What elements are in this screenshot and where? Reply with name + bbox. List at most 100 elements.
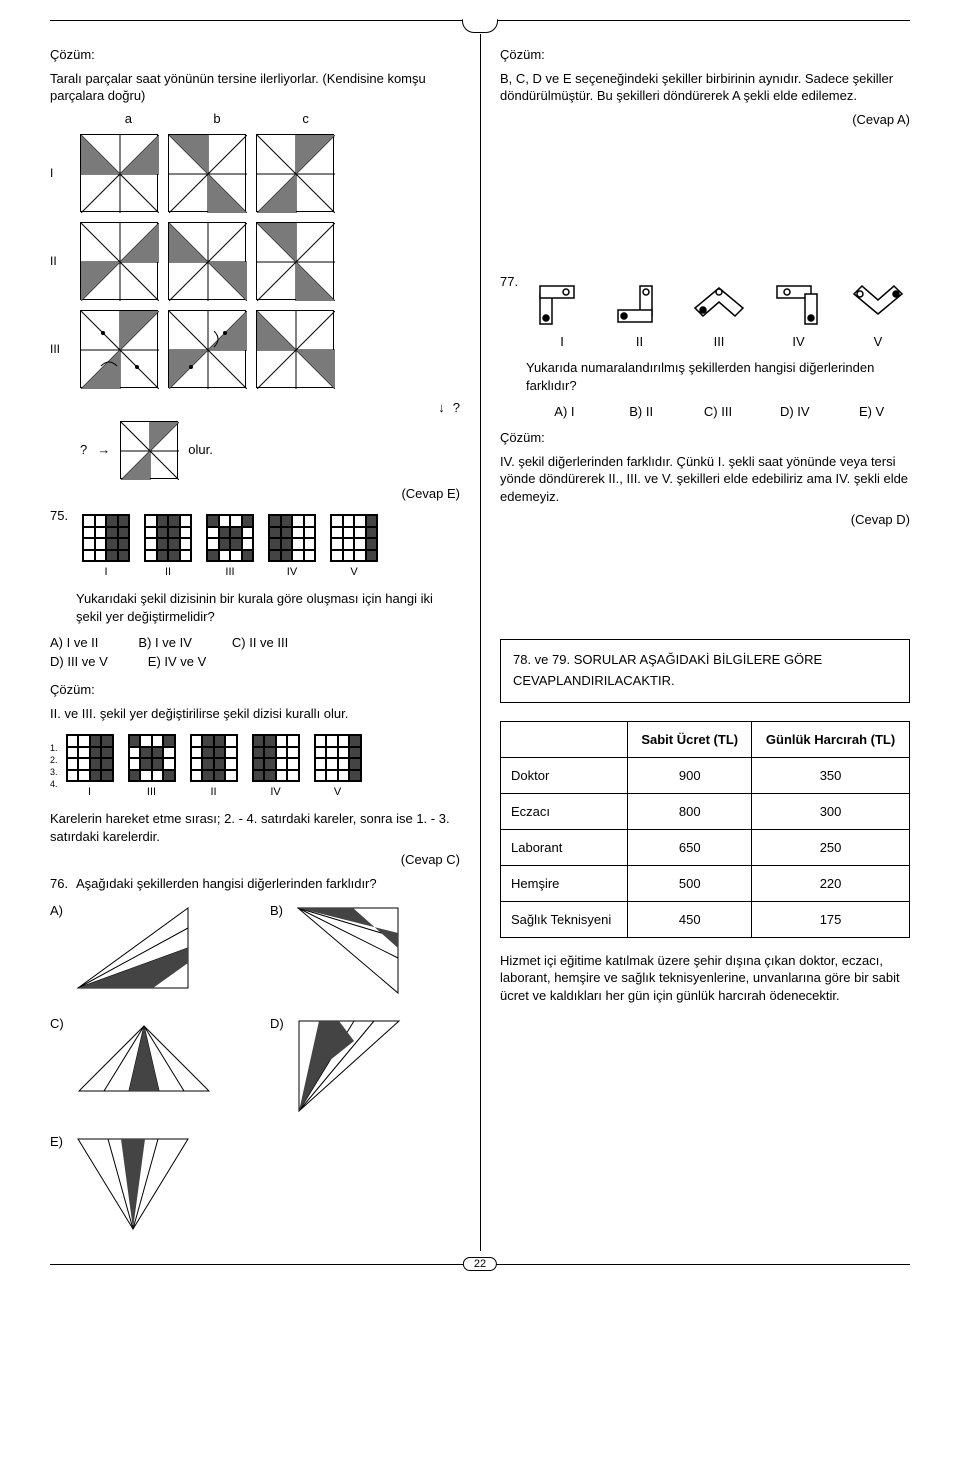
mini-grid-box <box>82 514 130 562</box>
question-number: 76. <box>50 875 76 893</box>
q75-shapes: IIIIIIIVV <box>82 514 378 578</box>
mini-grid-label: V <box>350 566 357 578</box>
triangle-shape <box>73 1134 193 1234</box>
solution-label: Çözüm: <box>50 46 460 64</box>
opt-label: E) <box>50 1134 63 1149</box>
table-cell: Hemşire <box>501 865 628 901</box>
table-cell: 250 <box>752 829 910 865</box>
mini-grid-label: III <box>147 786 156 798</box>
q76-options: A) B) C) D) E) <box>50 903 460 1234</box>
table-header: Sabit Ücret (TL) <box>628 721 752 757</box>
fee-table: Sabit Ücret (TL) Günlük Harcırah (TL) Do… <box>500 721 910 938</box>
table-footer-text: Hizmet içi eğitime katılmak üzere şehir … <box>500 952 910 1005</box>
triangle-shape <box>293 903 403 998</box>
question-number: 75. <box>50 508 76 523</box>
mini-grid-label: I <box>88 786 91 798</box>
triangle-shape <box>73 903 193 993</box>
table-cell: 800 <box>628 793 752 829</box>
mini-grid-box <box>268 514 316 562</box>
grid-col-labels: a b c <box>84 111 350 126</box>
question-number: 77. <box>500 274 526 289</box>
grid-cell <box>168 310 246 388</box>
table-cell: Eczacı <box>501 793 628 829</box>
mini-grid-box <box>330 514 378 562</box>
table-cell: Sağlık Teknisyeni <box>501 901 628 937</box>
answer-e: (Cevap E) <box>50 485 460 503</box>
row-index: 1. 2. 3. 4. <box>50 742 58 790</box>
table-row: Doktor900350 <box>501 757 910 793</box>
page-footer: 22 <box>50 1264 910 1265</box>
mini-grid-box <box>128 734 176 782</box>
answer-d: (Cevap D) <box>500 511 910 529</box>
solution-explain: Karelerin hareket etme sırası; 2. - 4. s… <box>50 810 460 845</box>
grid-cell <box>168 134 246 212</box>
right-column: Çözüm: B, C, D ve E seçeneğindeki şekill… <box>500 40 910 1234</box>
solution-label: Çözüm: <box>500 429 910 447</box>
mini-grid-box <box>144 514 192 562</box>
table-cell: 220 <box>752 865 910 901</box>
mini-grid-label: IV <box>270 786 280 798</box>
grid-cell <box>168 222 246 300</box>
table-cell: 650 <box>628 829 752 865</box>
table-cell: 175 <box>752 901 910 937</box>
solution-label: Çözüm: <box>50 681 460 699</box>
mini-grid-label: II <box>210 786 216 798</box>
info-box: 78. ve 79. SORULAR AŞAĞIDAKİ BİLGİLERE G… <box>500 639 910 703</box>
q75-opt: D) III ve V <box>50 654 108 669</box>
q77-text: Yukarıda numaralandırılmış şekillerden h… <box>526 359 910 394</box>
down-arrow-icon: ↓ <box>438 400 445 415</box>
table-cell: Doktor <box>501 757 628 793</box>
q77-opt: C) III <box>680 404 757 419</box>
q75-opt: C) II ve III <box>232 635 288 650</box>
grid-cell <box>80 222 158 300</box>
grid-cell <box>256 134 334 212</box>
mini-grid-label: II <box>165 566 171 578</box>
table-cell: 500 <box>628 865 752 901</box>
right-arrow-icon: → <box>97 442 110 457</box>
table-cell: 450 <box>628 901 752 937</box>
q77-opt: E) V <box>833 404 910 419</box>
q75-opt: B) I ve IV <box>138 635 191 650</box>
olur-row: ? → olur. <box>80 421 460 479</box>
triangle-shape <box>74 1016 214 1096</box>
q77-opt: D) IV <box>756 404 833 419</box>
mini-grid-label: III <box>225 566 234 578</box>
mini-grid-label: V <box>334 786 341 798</box>
q76-text: Aşağıdaki şekillerden hangisi diğerlerin… <box>76 876 377 891</box>
solution-text: Taralı parçalar saat yönünün tersine ile… <box>50 70 460 105</box>
opt-label: D) <box>270 1016 284 1031</box>
mini-grid-box <box>66 734 114 782</box>
table-cell: Laborant <box>501 829 628 865</box>
table-cell: 900 <box>628 757 752 793</box>
grid-cell <box>80 134 158 212</box>
grid-cell <box>80 310 158 388</box>
q77-opt: B) II <box>603 404 680 419</box>
table-row: Hemşire500220 <box>501 865 910 901</box>
mini-grid-box <box>252 734 300 782</box>
table-header: Günlük Harcırah (TL) <box>752 721 910 757</box>
table-row: Eczacı800300 <box>501 793 910 829</box>
opt-label: B) <box>270 903 283 918</box>
solution-text: IV. şekil diğerlerinden farklıdır. Çünkü… <box>500 453 910 506</box>
center-divider <box>480 34 481 1251</box>
q75-text: Yukarıdaki şekil dizisinin bir kurala gö… <box>76 590 460 625</box>
solution-text: B, C, D ve E seçeneğindeki şekiller birb… <box>500 70 910 105</box>
solution-text: II. ve III. şekil yer değiştirilirse şek… <box>50 705 460 723</box>
solution-label: Çözüm: <box>500 46 910 64</box>
page-number: 22 <box>463 1257 497 1271</box>
left-column: Çözüm: Taralı parçalar saat yönünün ters… <box>50 40 460 1234</box>
q-mark: ? <box>80 442 87 457</box>
triangle-shape <box>294 1016 404 1116</box>
mini-grid-box <box>314 734 362 782</box>
mini-grid-label: IV <box>287 566 297 578</box>
q-mark: ? <box>453 400 460 415</box>
q77-shapes: I II III IV V <box>532 280 910 349</box>
q77-opt: A) I <box>526 404 603 419</box>
rotation-grid: I II III <box>50 132 460 390</box>
table-row: Laborant650250 <box>501 829 910 865</box>
mini-grid-box <box>206 514 254 562</box>
q75-opt: E) IV ve V <box>148 654 207 669</box>
q75-opt: A) I ve II <box>50 635 98 650</box>
mini-grid-label: I <box>104 566 107 578</box>
answer-a: (Cevap A) <box>500 111 910 129</box>
